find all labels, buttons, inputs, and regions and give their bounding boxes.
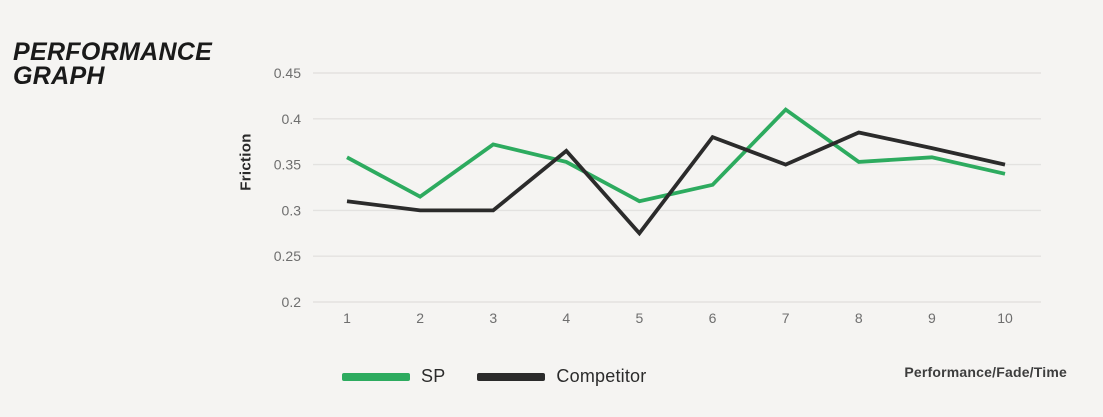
y-tick-label: 0.4: [282, 111, 302, 127]
x-tick-label: 7: [782, 310, 790, 326]
page-title-line1: PERFORMANCE: [13, 38, 213, 66]
y-tick-label: 0.25: [274, 248, 301, 264]
page-title-line2: GRAPH: [13, 62, 105, 90]
y-tick-label: 0.3: [282, 202, 302, 218]
legend-item-competitor: Competitor: [477, 366, 646, 387]
legend-swatch-sp: [342, 372, 410, 381]
x-tick-label: 5: [636, 310, 644, 326]
y-tick-label: 0.2: [282, 294, 302, 310]
x-tick-label: 8: [855, 310, 863, 326]
chart-legend: SP Competitor: [342, 366, 646, 387]
x-axis-note: Performance/Fade/Time: [904, 364, 1067, 380]
x-tick-label: 2: [416, 310, 424, 326]
series-line-competitor: [346, 130, 1006, 237]
x-tick-label: 3: [489, 310, 497, 326]
x-tick-label: 10: [997, 310, 1013, 326]
x-tick-label: 9: [928, 310, 936, 326]
legend-label-competitor: Competitor: [556, 366, 647, 386]
x-tick-label: 1: [343, 310, 351, 326]
legend-swatch-competitor: [477, 372, 546, 381]
y-tick-label: 0.45: [274, 65, 301, 81]
series-line-sp: [346, 107, 1006, 204]
x-tick-label: 6: [709, 310, 717, 326]
page-title: PERFORMANCE GRAPH: [13, 38, 213, 90]
legend-label-sp: SP: [421, 366, 446, 386]
x-tick-label: 4: [562, 310, 570, 326]
y-tick-label: 0.35: [274, 157, 301, 173]
legend-item-sp: SP: [342, 366, 445, 387]
